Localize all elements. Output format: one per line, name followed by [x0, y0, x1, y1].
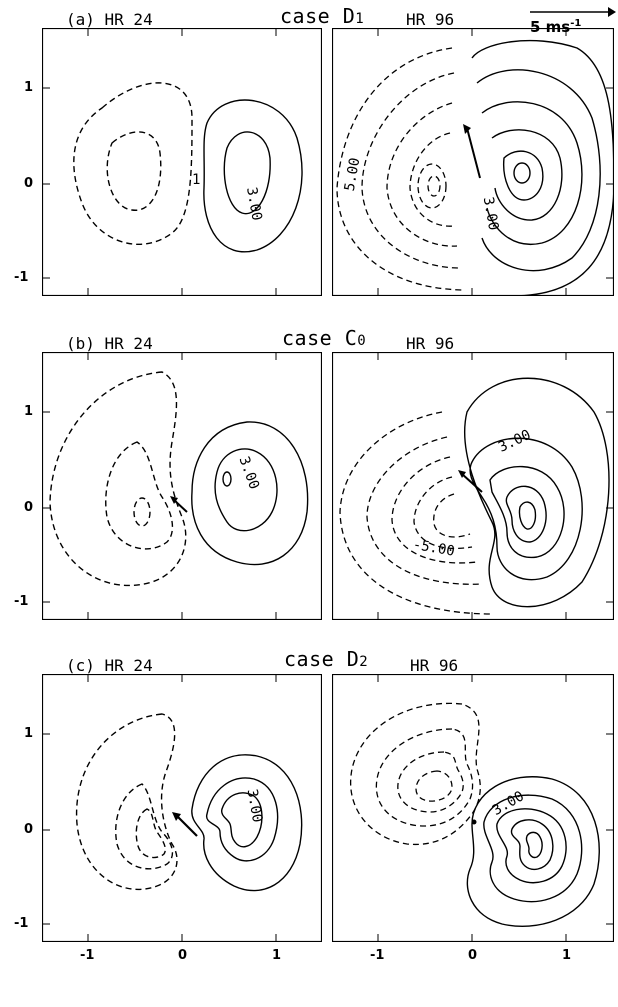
x-tick-label: 1 — [272, 948, 282, 963]
y-tick-label: 1 — [24, 404, 34, 419]
contour-label: 3.00 — [480, 196, 502, 232]
panel-label-a-left: (a) HR 24 — [66, 10, 153, 29]
scale-arrow-icon — [530, 7, 616, 17]
contour-label: 3.00 — [490, 788, 527, 819]
case-title-b: case C0 — [282, 326, 367, 350]
panel-c-left: 3.00 — [42, 674, 322, 942]
contour-label: 3.00 — [243, 186, 265, 222]
y-tick-label: -1 — [14, 270, 29, 285]
scale-arrow-legend: 5 ms-1 — [528, 0, 618, 40]
scale-label: 5 ms — [530, 18, 571, 36]
y-tick-label: 1 — [24, 726, 34, 741]
panel-label-c-right: HR 96 — [410, 656, 459, 675]
panel-a-right: 5.00 3.00 — [332, 28, 614, 296]
y-tick-label: 1 — [24, 80, 34, 95]
case-title-c: case D2 — [284, 647, 369, 671]
panel-b-left: 3.00 — [42, 352, 322, 620]
x-tick-label: 0 — [468, 948, 478, 963]
panel-label-a-right: HR 96 — [406, 10, 455, 29]
y-tick-label: 0 — [24, 176, 34, 191]
contour-label: 3.00 — [496, 427, 533, 456]
scale-exponent: -1 — [570, 18, 582, 29]
panel-label-b-left: (b) HR 24 — [66, 334, 153, 353]
case-title-a: case D1 — [280, 4, 365, 28]
panel-a-left: 3.00 1 — [42, 28, 322, 296]
panel-label-b-right: HR 96 — [406, 334, 455, 353]
contour-label: 3.00 — [235, 454, 262, 491]
contour-label: 3.00 — [244, 788, 266, 824]
y-tick-label: 0 — [24, 822, 34, 837]
panel-c-right: 3.00 — [332, 674, 614, 942]
x-tick-label: -1 — [370, 948, 385, 963]
x-tick-label: -1 — [80, 948, 95, 963]
panel-label-c-left: (c) HR 24 — [66, 656, 153, 675]
contour-label: 1 — [192, 172, 200, 188]
y-tick-label: 0 — [24, 500, 34, 515]
panel-b-right: 3.00 -5.00 — [332, 352, 614, 620]
y-tick-label: -1 — [14, 916, 29, 931]
contour-label: -5.00 — [412, 537, 456, 560]
contour-label: 5.00 — [342, 156, 364, 192]
y-tick-label: -1 — [14, 594, 29, 609]
x-tick-label: 0 — [178, 948, 188, 963]
x-tick-label: 1 — [562, 948, 572, 963]
